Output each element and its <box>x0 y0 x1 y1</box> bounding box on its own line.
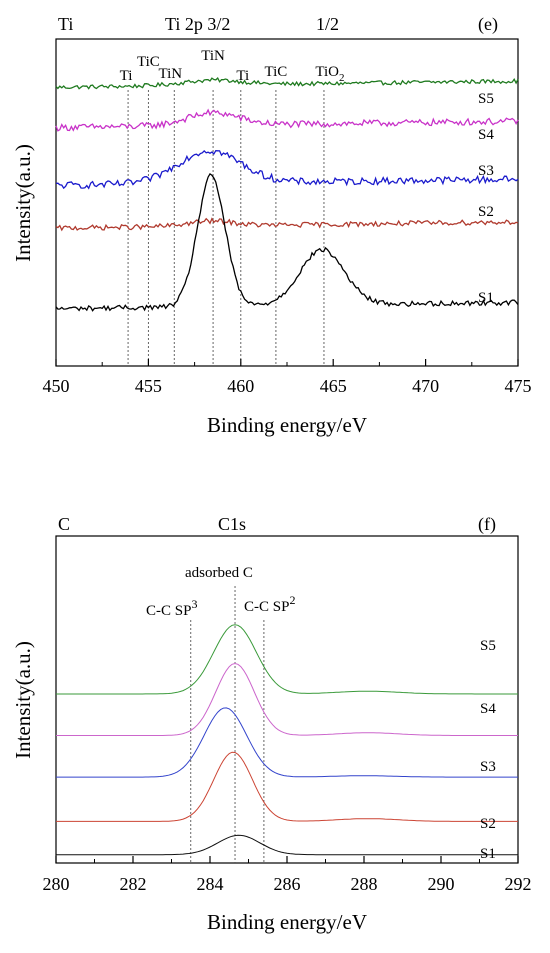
panel-f-plot-frame <box>55 535 519 864</box>
reference-line-label: Ti <box>120 68 133 84</box>
panel-f-c1s: C C1s (f) adsorbed C C-C SP3 C-C SP2 S5 S… <box>11 514 532 934</box>
series-line-s5 <box>56 624 518 695</box>
panel-f-heading: C1s <box>218 514 246 534</box>
series-line-s3 <box>55 149 519 190</box>
x-tick-label: 460 <box>227 376 254 396</box>
x-tick-label: 475 <box>505 376 532 396</box>
series-label-s3: S3 <box>480 759 496 775</box>
panel-e-element-label: Ti <box>58 14 73 34</box>
panel-e-heading: Ti 2p 3/2 <box>165 14 230 34</box>
panel-e-x-axis-label: Binding energy/eV <box>207 413 367 437</box>
series-label-s2: S2 <box>478 204 494 220</box>
series-line-s1 <box>56 834 518 856</box>
panel-e-panel-label: (e) <box>478 14 498 35</box>
series-line-s2 <box>55 217 519 232</box>
series-label-s1: S1 <box>478 290 494 306</box>
panel-f-y-axis-label: Intensity(a.u.) <box>11 641 35 759</box>
reference-line-label: TiC <box>265 64 288 80</box>
series-line-s2 <box>56 751 518 822</box>
x-tick-label: 290 <box>428 874 455 894</box>
panel-f-annotation-sp3: C-C SP3 <box>146 597 197 619</box>
reference-line-label: TiN <box>201 48 225 64</box>
series-label-s5: S5 <box>478 91 494 107</box>
reference-line-label: TiC <box>137 54 160 70</box>
x-tick-label: 465 <box>320 376 347 396</box>
x-tick-label: 286 <box>274 874 301 894</box>
x-tick-label: 288 <box>351 874 378 894</box>
series-line-s1 <box>55 172 519 312</box>
x-tick-label: 450 <box>43 376 70 396</box>
panel-e-plot-frame <box>55 38 519 367</box>
panel-f-x-axis-label: Binding energy/eV <box>207 910 367 934</box>
series-label-s1: S1 <box>480 846 496 862</box>
x-tick-label: 455 <box>135 376 162 396</box>
panel-f-panel-label: (f) <box>478 514 496 535</box>
series-label-s3: S3 <box>478 163 494 179</box>
reference-line-label: TiN <box>158 66 182 82</box>
x-tick-label: 280 <box>43 874 70 894</box>
x-tick-label: 282 <box>120 874 147 894</box>
series-line-s4 <box>55 108 519 132</box>
reference-line-label: Ti <box>236 68 249 84</box>
x-tick-label: 284 <box>197 874 224 894</box>
series-line-s5 <box>55 77 519 90</box>
series-label-s5: S5 <box>480 638 496 654</box>
panel-e-heading-half: 1/2 <box>316 14 339 34</box>
reference-line-label: TiO2 <box>315 64 344 84</box>
x-tick-label: 470 <box>412 376 439 396</box>
panel-f-annotation-adsorbed-c: adsorbed C <box>185 565 253 581</box>
panel-f-annotation-sp2: C-C SP2 <box>244 593 295 615</box>
series-line-s4 <box>56 662 518 736</box>
panel-e-y-axis-label: Intensity(a.u.) <box>11 144 35 262</box>
series-label-s4: S4 <box>480 701 496 717</box>
series-line-s3 <box>56 707 518 778</box>
panel-f-element-label: C <box>58 514 70 534</box>
x-tick-label: 292 <box>505 874 532 894</box>
series-label-s2: S2 <box>480 816 496 832</box>
series-label-s4: S4 <box>478 127 494 143</box>
